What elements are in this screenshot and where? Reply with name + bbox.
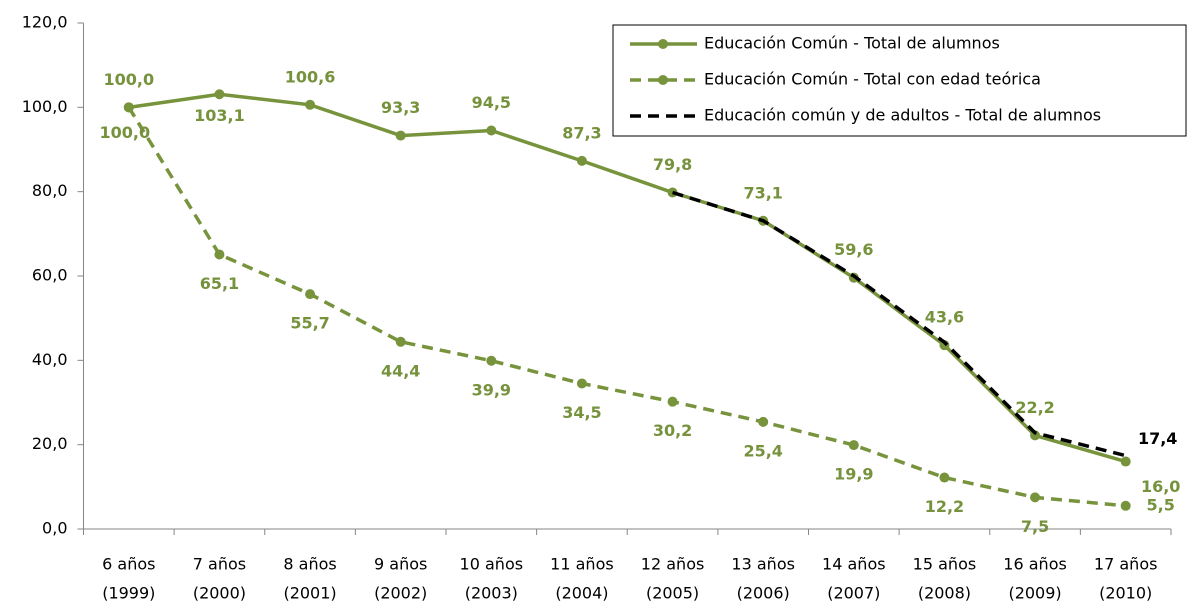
- point: [576, 378, 587, 389]
- legend-label: Educación común y de adultos - Total de …: [704, 106, 1101, 125]
- legend-box: [612, 24, 1187, 137]
- y-tick-label: 100,0: [22, 97, 68, 116]
- x-tick-label: (2003): [465, 584, 518, 603]
- legend-label: Educación Común - Total de alumnos: [704, 34, 1000, 53]
- legend-label: Educación Común - Total con edad teórica: [704, 70, 1041, 89]
- x-tick-label: 15 años: [913, 555, 977, 574]
- point: [758, 416, 769, 427]
- y-tick-label: 120,0: [22, 13, 68, 32]
- data-label: 44,4: [381, 361, 420, 380]
- data-label: 100,6: [285, 67, 336, 86]
- point: [848, 440, 859, 451]
- point: [123, 102, 134, 113]
- y-tick-label: 0,0: [42, 519, 67, 538]
- series-line: [128, 92, 1127, 464]
- point: [305, 289, 316, 300]
- x-tick-label: 9 años: [374, 555, 427, 574]
- data-label: 39,9: [472, 380, 511, 399]
- x-tick-label: 7 años: [193, 555, 246, 574]
- point: [486, 125, 497, 136]
- data-label: 94,5: [472, 93, 511, 112]
- point: [1120, 456, 1131, 467]
- x-tick-label: (1999): [102, 584, 155, 603]
- data-label: 93,3: [381, 98, 420, 117]
- data-label: 73,1: [743, 183, 782, 202]
- data-label: 55,7: [290, 314, 329, 333]
- x-tick-label: 17 años: [1094, 555, 1158, 574]
- x-tick-label: 8 años: [283, 555, 336, 574]
- data-label: 65,1: [200, 274, 239, 293]
- series-line: [672, 190, 1127, 458]
- x-tick-label: 14 años: [822, 555, 886, 574]
- x-tick-label: (2010): [1099, 584, 1152, 603]
- data-label: 43,6: [925, 308, 964, 327]
- data-label: 5,5: [1147, 495, 1175, 514]
- point: [939, 472, 950, 483]
- x-tick-label: (2001): [283, 584, 336, 603]
- series-line: [127, 106, 1126, 508]
- data-label: 22,2: [1015, 398, 1054, 417]
- data-label: 79,8: [653, 155, 692, 174]
- x-tick-label: (2000): [193, 584, 246, 603]
- data-label: 103,1: [194, 106, 245, 125]
- data-label: 19,9: [834, 465, 873, 484]
- x-tick-label: (2004): [555, 584, 608, 603]
- point: [486, 355, 497, 366]
- x-tick-label: 16 años: [1003, 555, 1067, 574]
- data-label: 59,6: [834, 240, 873, 259]
- legend-marker: [658, 39, 668, 49]
- point: [214, 89, 225, 100]
- y-tick-label: 60,0: [32, 266, 68, 285]
- point: [1120, 500, 1131, 511]
- x-tick-label: (2006): [737, 584, 790, 603]
- x-tick-label: (2008): [918, 584, 971, 603]
- point: [214, 249, 225, 260]
- x-tick-label: 12 años: [641, 555, 705, 574]
- x-tick-label: 13 años: [731, 555, 795, 574]
- y-tick-label: 40,0: [32, 350, 68, 369]
- point: [395, 130, 406, 141]
- y-tick-label: 80,0: [32, 181, 68, 200]
- legend-marker: [658, 75, 668, 85]
- data-label: 30,2: [653, 421, 692, 440]
- data-label: 34,5: [562, 403, 601, 422]
- data-label: 7,5: [1021, 517, 1049, 536]
- point: [1030, 430, 1041, 441]
- x-tick-label: (2007): [827, 584, 880, 603]
- data-label: 100,0: [104, 70, 155, 89]
- point: [667, 396, 678, 407]
- x-tick-label: (2002): [374, 584, 427, 603]
- data-label: 25,4: [743, 441, 782, 460]
- data-label: 12,2: [925, 497, 964, 516]
- data-label: 16,0: [1141, 477, 1180, 496]
- x-tick-label: (2005): [646, 584, 699, 603]
- data-label: 87,3: [562, 123, 601, 142]
- data-label: 100,0: [100, 123, 151, 142]
- y-tick-label: 20,0: [32, 434, 68, 453]
- data-label: 17,4: [1138, 429, 1177, 448]
- x-tick-label: 6 años: [102, 555, 155, 574]
- point: [395, 336, 406, 347]
- x-tick-label: (2009): [1008, 584, 1061, 603]
- point: [305, 99, 316, 110]
- point: [576, 155, 587, 166]
- x-tick-label: 10 años: [460, 555, 524, 574]
- point: [1030, 492, 1041, 503]
- x-tick-label: 11 años: [550, 555, 614, 574]
